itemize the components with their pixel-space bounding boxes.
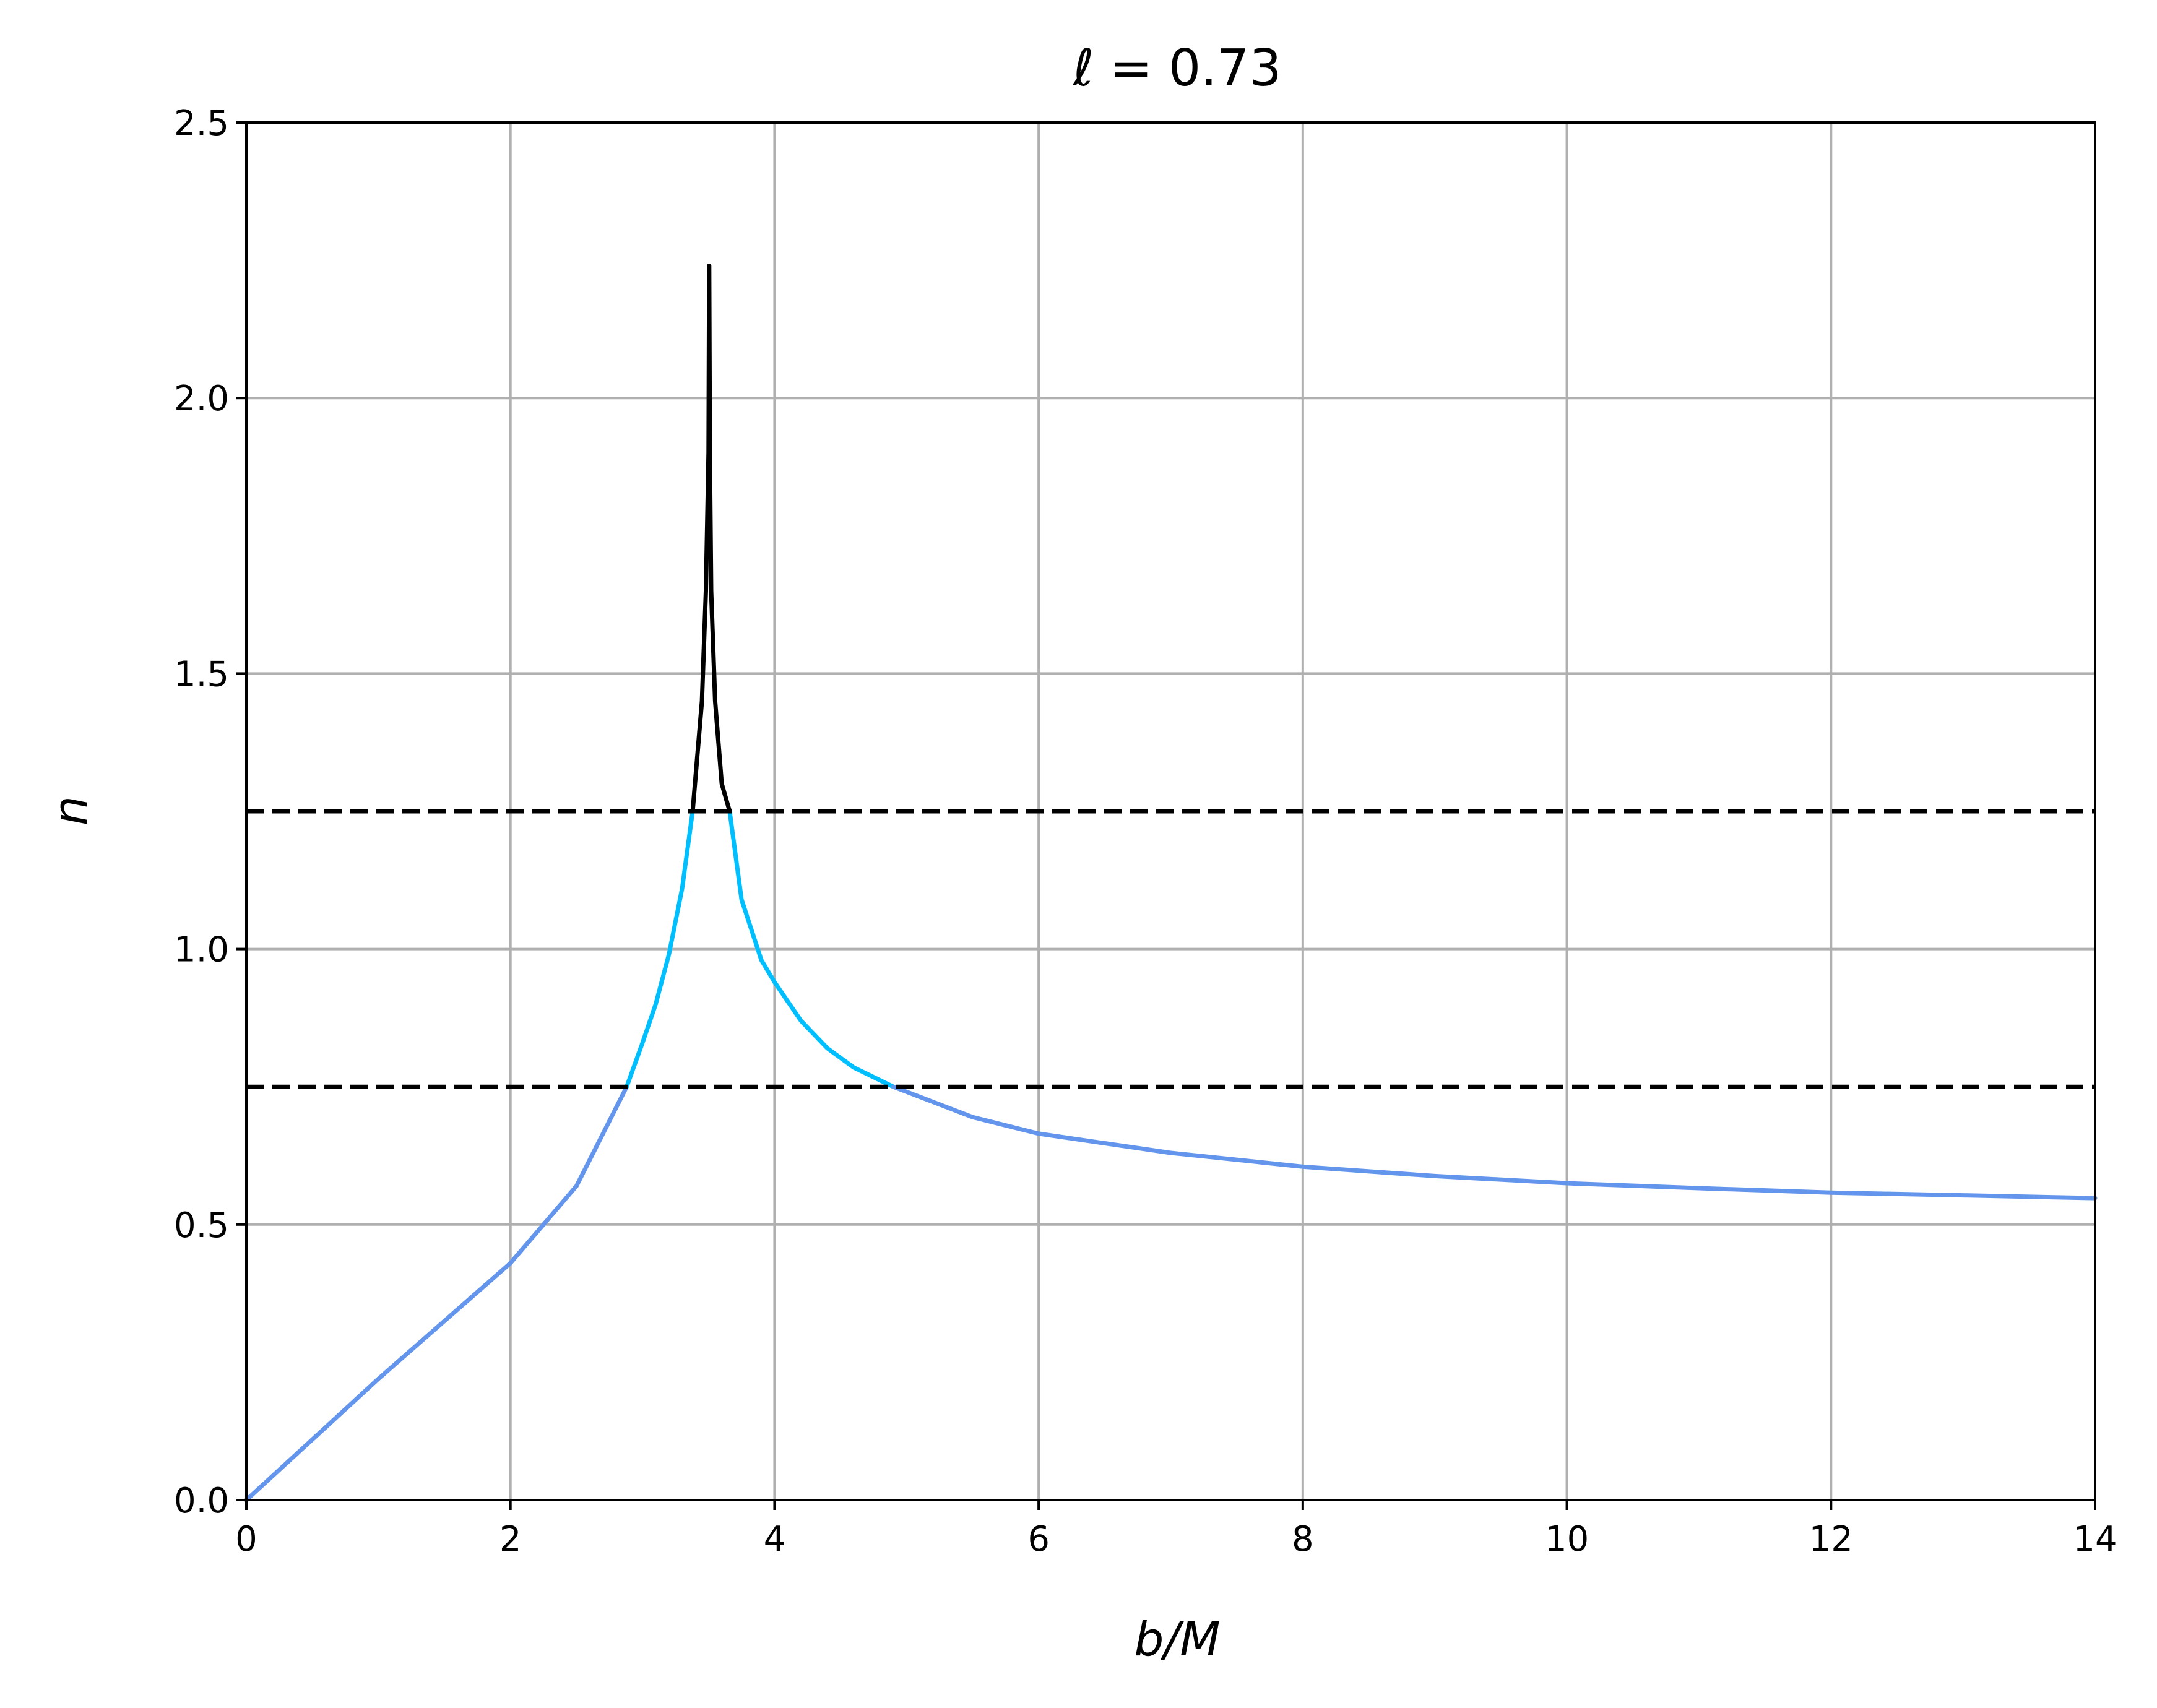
series-line-direct [891,1084,2098,1201]
x-tick-label: 4 [764,1519,786,1559]
axis-ticks: 0 2 4 6 8 10 12 14 0.0 0.5 1.0 1.5 2.0 2.5 [174,103,2117,1559]
x-tick-label: 0 [235,1519,257,1559]
x-tick-label: 10 [1545,1519,1589,1559]
y-tick-label: 0.5 [174,1206,229,1246]
y-tick-label: 2.5 [174,103,229,144]
y-tick-label: 1.5 [174,654,229,694]
series-line-lensed [625,809,695,1089]
x-tick-label: 6 [1027,1519,1050,1559]
series-line-lensed [727,809,896,1089]
plot-area [244,264,2098,1503]
y-axis-title: n [43,796,98,826]
x-tick-label: 14 [2073,1519,2117,1559]
y-tick-label: 1.0 [174,930,229,970]
x-tick-label: 2 [499,1519,522,1559]
plot-frame [245,121,2096,1501]
x-tick-label: 12 [1809,1519,1853,1559]
y-tick-label: 2.0 [174,379,229,419]
x-axis-title: b/M [1134,1611,1220,1667]
x-tick-label: 8 [1292,1519,1314,1559]
chart-title: ℓ = 0.73 [1071,39,1281,98]
series-line-photon_ring [690,264,732,814]
y-tick-label: 0.0 [174,1481,229,1521]
series-line-direct [244,1084,629,1503]
